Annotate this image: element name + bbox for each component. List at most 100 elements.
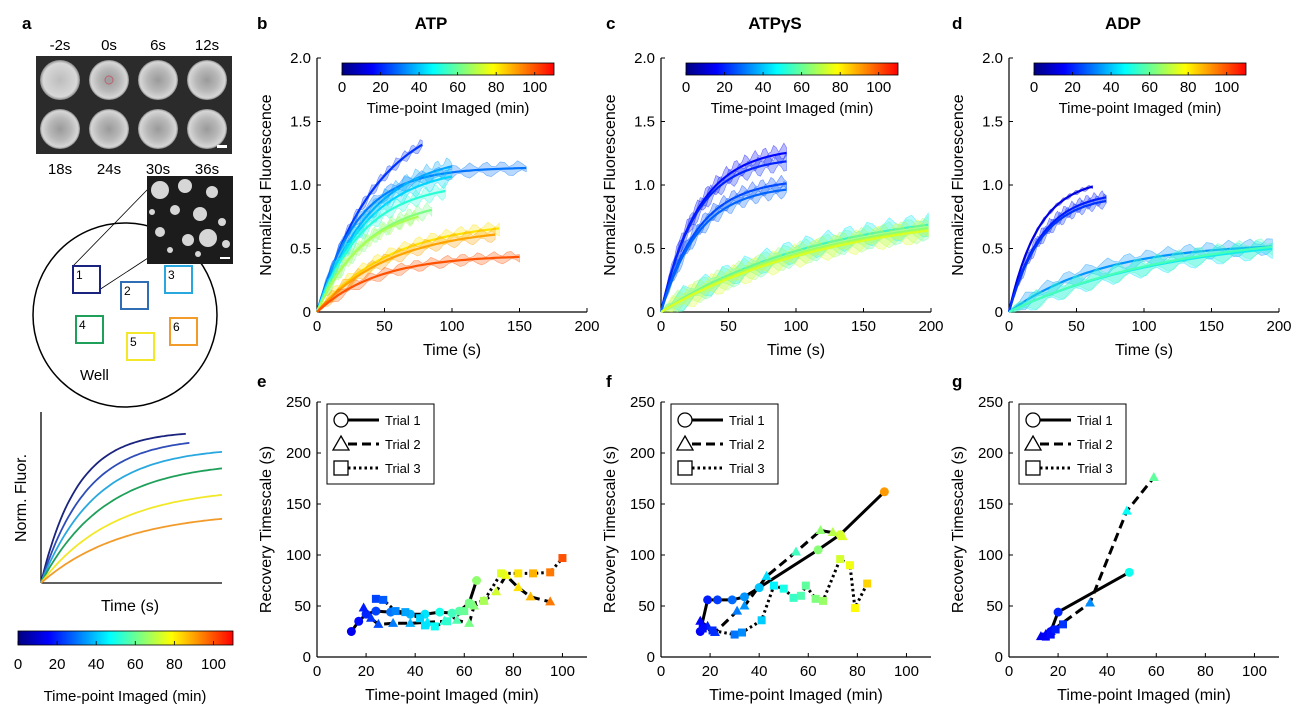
y-tick-label: 150	[630, 496, 655, 513]
data-point	[813, 545, 823, 555]
colorbar-tick-label: 100	[522, 79, 547, 96]
y-tick-label: 1.5	[290, 114, 311, 131]
legend-triangle	[1023, 434, 1043, 451]
zoom-droplet	[149, 209, 155, 215]
data-point	[388, 617, 399, 627]
data-point	[801, 581, 810, 590]
y-axis-label: Normalized Fluorescence	[602, 94, 619, 276]
zoom-droplet	[182, 234, 194, 246]
fluorescence-curve	[660, 229, 929, 313]
y-tick-label: 0	[647, 649, 655, 666]
y-tick-label: 0	[995, 304, 1003, 321]
x-tick-label: 40	[751, 663, 768, 680]
data-point	[1041, 632, 1050, 641]
legend-triangle	[331, 434, 351, 451]
zoom-droplets	[149, 179, 230, 257]
data-point	[1051, 625, 1060, 634]
y-tick-label: 1.0	[982, 177, 1003, 194]
zoom-droplet	[193, 207, 207, 221]
schematic-ylabel: Norm. Fluor.	[13, 454, 30, 542]
data-point	[846, 561, 854, 570]
data-point	[465, 599, 474, 608]
x-axis-label: Time-point Imaged (min)	[1057, 687, 1231, 704]
data-point	[757, 616, 766, 625]
panel-e-atp-timescale: e 0 20 40 60 80 100 0 50 100 150 200 250 Time-point I…	[257, 372, 587, 704]
x-tick-label: 50	[376, 318, 393, 335]
y-tick-label: 1.0	[290, 177, 311, 194]
droplet-frame	[40, 109, 80, 149]
colorbar-tick-label: 0	[14, 656, 22, 673]
data-point	[464, 617, 475, 627]
x-axis-label: Time (s)	[1115, 342, 1173, 359]
fluorescence-curve	[315, 175, 453, 313]
y-tick-label: 0.5	[982, 241, 1003, 258]
trial-lines	[698, 490, 886, 637]
panel-f-atpgs-timescale: f 0 20 40 60 80 100 0 50 100 150 200 250 Time-point I…	[602, 372, 931, 704]
data-point	[732, 605, 743, 615]
legend-label: Trial 1	[385, 413, 421, 428]
zoom-droplet	[199, 229, 217, 247]
legend-marker	[675, 434, 695, 451]
x-tick-label: 20	[1050, 663, 1067, 680]
x-tick-label: 200	[918, 318, 943, 335]
zoom-droplet	[218, 218, 226, 226]
data-point	[371, 594, 380, 603]
x-tick-label: 0	[1005, 663, 1013, 680]
y-tick-label: 250	[286, 394, 311, 411]
colorbar-tick-label: 40	[88, 656, 105, 673]
legend-circle	[677, 412, 693, 428]
zoom-droplet	[151, 181, 169, 199]
colorbar-tick-label: 60	[793, 79, 810, 96]
confidence-band	[316, 181, 446, 313]
zoom-droplet	[206, 186, 218, 198]
well-region-number: 1	[76, 268, 83, 282]
data-point	[836, 555, 845, 564]
data-point	[815, 525, 826, 535]
y-tick-label: 150	[286, 496, 311, 513]
y-axis-label: Recovery Timescale (s)	[602, 446, 619, 613]
frame-label: 30s	[146, 161, 170, 178]
schematic-curve	[40, 432, 186, 584]
schematic-xlabel: Time (s)	[101, 598, 159, 615]
zoom-line	[72, 188, 149, 267]
droplet-frame	[138, 109, 178, 149]
x-tick-label: 150	[1199, 318, 1224, 335]
data-point	[708, 626, 717, 635]
fluorescence-curve	[1007, 199, 1107, 313]
colorbar-tick-label: 40	[755, 79, 772, 96]
x-axis-label: Time (s)	[767, 342, 825, 359]
data-point	[513, 582, 524, 592]
data-point	[354, 616, 364, 626]
colorbar-tick-label: 100	[866, 79, 891, 96]
data-point	[811, 594, 820, 603]
colorbar-label: Time-point Imaged (min)	[367, 100, 530, 117]
y-tick-label: 100	[978, 547, 1003, 564]
data-point	[738, 628, 746, 637]
data-point	[827, 527, 838, 537]
y-tick-label: 2.0	[634, 50, 655, 67]
legend-label: Trial 2	[729, 437, 765, 452]
frame-label: 12s	[195, 37, 219, 54]
data-point	[379, 595, 388, 604]
legend-marker	[331, 434, 351, 451]
fluorescence-curve	[316, 255, 520, 313]
droplet-frame	[187, 109, 227, 149]
data-point	[769, 581, 778, 590]
well-region	[126, 332, 155, 361]
y-tick-label: 200	[978, 445, 1003, 462]
data-point	[1121, 505, 1132, 515]
x-tick-label: 60	[456, 663, 473, 680]
data-point	[1085, 597, 1095, 607]
data-point	[727, 595, 737, 605]
fluorescence-curve	[315, 215, 419, 313]
zoom-droplet	[195, 251, 201, 257]
data-point	[698, 624, 707, 633]
data-point	[391, 607, 400, 616]
legend-label: Trial 2	[385, 437, 421, 452]
fluorescence-curve	[1007, 185, 1094, 313]
x-tick-label: 0	[313, 318, 321, 335]
panel-letter: c	[606, 14, 615, 33]
well-region	[72, 265, 101, 294]
